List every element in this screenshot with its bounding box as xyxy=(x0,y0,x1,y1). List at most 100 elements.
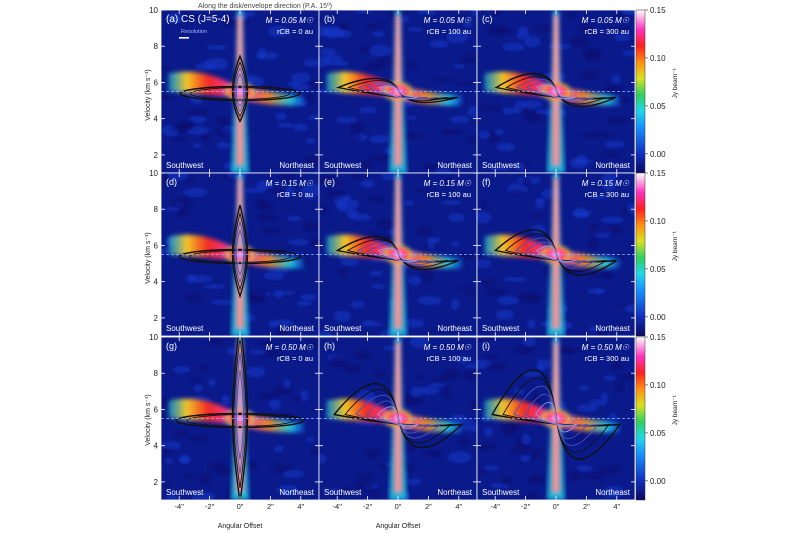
panel-rcb: rCB = 100 au xyxy=(427,354,471,363)
northeast-label: Northeast xyxy=(279,161,314,170)
pv-panel: (e) M = 0.15 M☉ rCB = 100 au Southwest North… xyxy=(318,172,478,337)
y-tick-label: 8 xyxy=(154,369,159,378)
northeast-label: Northeast xyxy=(595,488,630,497)
x-tick-label: -2" xyxy=(521,502,531,511)
x-tick-label: -4" xyxy=(333,502,343,511)
colorbar-tick-label: 0.00 xyxy=(650,313,666,322)
colorbar-scale xyxy=(635,9,646,174)
y-tick-label: 10 xyxy=(149,6,158,15)
y-tick-label: 8 xyxy=(154,205,159,214)
ylabel: Velocity (km s⁻¹) xyxy=(145,394,152,446)
panel-mass: M = 0.05 M☉ xyxy=(266,16,314,25)
resolution-bar xyxy=(179,37,189,39)
model-contours xyxy=(494,73,616,108)
colorbar-label: Jy beam⁻¹ xyxy=(672,67,679,98)
southwest-label: Southwest xyxy=(482,324,520,333)
panel-mass: M = 0.15 M☉ xyxy=(266,179,314,188)
colorbar-label: Jy beam⁻¹ xyxy=(672,230,679,261)
southwest-label: Southwest xyxy=(166,324,204,333)
x-tick-label: 2" xyxy=(267,502,274,511)
x-tick-label: -2" xyxy=(363,502,373,511)
x-tick-label: 2" xyxy=(425,502,432,511)
pv-panel: 2 4 6 8 10 (a) CS (J=5-4) M = 0.05 M☉ rCB = 0 a… xyxy=(149,6,320,174)
panel-label: (a) CS (J=5-4) xyxy=(166,14,230,25)
pv-panel: -4" -2" 0" 2" 4" (i) M = 0.50 M☉ rCB = 300 au So… xyxy=(476,336,636,511)
pv-panel: 2 4 6 8 10 (d) M = 0.15 M☉ rCB = 0 au Southwest N… xyxy=(149,169,320,337)
northeast-label: Northeast xyxy=(437,324,472,333)
model-contours xyxy=(493,229,618,276)
pv-panel: (c) M = 0.05 M☉ rCB = 300 au Southwest North… xyxy=(476,9,636,174)
colorbar: 0.15 0.10 0.05 0.00 Jy beam⁻¹ xyxy=(635,6,679,174)
northeast-label: Northeast xyxy=(437,161,472,170)
panel-rcb: rCB = 0 au xyxy=(277,190,313,199)
southwest-label: Southwest xyxy=(166,488,204,497)
x-tick-label: 4" xyxy=(455,502,462,511)
southwest-label: Southwest xyxy=(482,161,520,170)
panel-label: (e) xyxy=(324,177,335,187)
x-tick-label: 4" xyxy=(297,502,304,511)
panel-label: (g) xyxy=(166,341,177,351)
resolution-label: Resolution xyxy=(181,29,207,35)
panel-mass: M = 0.50 M☉ xyxy=(266,343,314,352)
x-tick-label: 2" xyxy=(583,502,590,511)
panel-grid: 2 4 6 8 10 (a) CS (J=5-4) M = 0.05 M☉ rCB = 0 a… xyxy=(149,6,636,511)
ylabel: Velocity (km s⁻¹) xyxy=(145,69,152,121)
model-contours xyxy=(178,204,302,299)
colorbar: 0.15 0.10 0.05 0.00 Jy beam⁻¹ xyxy=(635,333,679,501)
colorbar-scale xyxy=(635,336,646,501)
panel-label: (f) xyxy=(482,177,491,187)
colorbar-tick-label: 0.15 xyxy=(650,169,666,178)
northeast-label: Northeast xyxy=(595,324,630,333)
panel-mass: M = 0.50 M☉ xyxy=(582,343,630,352)
panel-label: (d) xyxy=(166,177,177,187)
y-tick-label: 2 xyxy=(154,151,159,160)
colorbar-tick-label: 0.15 xyxy=(650,333,666,342)
southwest-label: Southwest xyxy=(324,488,362,497)
panel-label: (h) xyxy=(324,341,335,351)
colorbar: 0.15 0.10 0.05 0.00 Jy beam⁻¹ xyxy=(635,169,679,337)
colorbar-tick-label: 0.10 xyxy=(650,381,666,390)
pv-panel: (b) M = 0.05 M☉ rCB = 100 au Southwest North… xyxy=(318,9,478,174)
colorbar-tick-label: 0.00 xyxy=(650,477,666,486)
y-tick-label: 6 xyxy=(154,241,159,250)
panel-rcb: rCB = 300 au xyxy=(585,27,629,36)
y-tick-label: 10 xyxy=(149,169,158,178)
xlabel: Angular Offset xyxy=(376,523,421,530)
colorbar-tick-label: 0.05 xyxy=(650,429,666,438)
southwest-label: Southwest xyxy=(324,324,362,333)
x-tick-label: 0" xyxy=(553,502,560,511)
colorbar-tick-label: 0.00 xyxy=(650,150,666,159)
panel-rcb: rCB = 0 au xyxy=(277,27,313,36)
model-contours xyxy=(335,236,459,271)
panel-label: (c) xyxy=(482,14,493,24)
colorbar-scale xyxy=(635,172,646,337)
x-tick-label: -4" xyxy=(175,502,185,511)
y-tick-label: 6 xyxy=(154,405,159,414)
pv-panel: -4" -2" 0" 2" 4" (h) M = 0.50 M☉ rCB = 100 au So… xyxy=(318,336,478,511)
panel-mass: M = 0.05 M☉ xyxy=(582,16,630,25)
x-tick-label: 4" xyxy=(613,502,620,511)
panel-mass: M = 0.15 M☉ xyxy=(582,179,630,188)
model-contours xyxy=(179,54,301,123)
panel-rcb: rCB = 0 au xyxy=(277,354,313,363)
northeast-label: Northeast xyxy=(437,488,472,497)
northeast-label: Northeast xyxy=(595,161,630,170)
southwest-label: Southwest xyxy=(482,488,520,497)
x-tick-label: 0" xyxy=(237,502,244,511)
colorbar-tick-label: 0.05 xyxy=(650,265,666,274)
panel-rcb: rCB = 100 au xyxy=(427,190,471,199)
pv-panel: (f) M = 0.15 M☉ rCB = 300 au Southwest North… xyxy=(476,172,636,337)
colorbar-tick-label: 0.05 xyxy=(650,102,666,111)
panel-mass: M = 0.50 M☉ xyxy=(424,343,472,352)
colorbar-tick-label: 0.10 xyxy=(650,217,666,226)
northeast-label: Northeast xyxy=(279,488,314,497)
panel-label: (b) xyxy=(324,14,335,24)
model-contours xyxy=(332,383,464,449)
pv-panel: 2 4 6 8 10 -4" -2" 0" 2" 4" (g) M = 0.50 M☉ rCB = 0 … xyxy=(149,333,320,511)
y-tick-label: 2 xyxy=(154,314,159,323)
northeast-label: Northeast xyxy=(279,324,314,333)
model-contours xyxy=(491,369,622,460)
ylabel: Velocity (km s⁻¹) xyxy=(145,232,152,284)
panel-rcb: rCB = 300 au xyxy=(585,354,629,363)
